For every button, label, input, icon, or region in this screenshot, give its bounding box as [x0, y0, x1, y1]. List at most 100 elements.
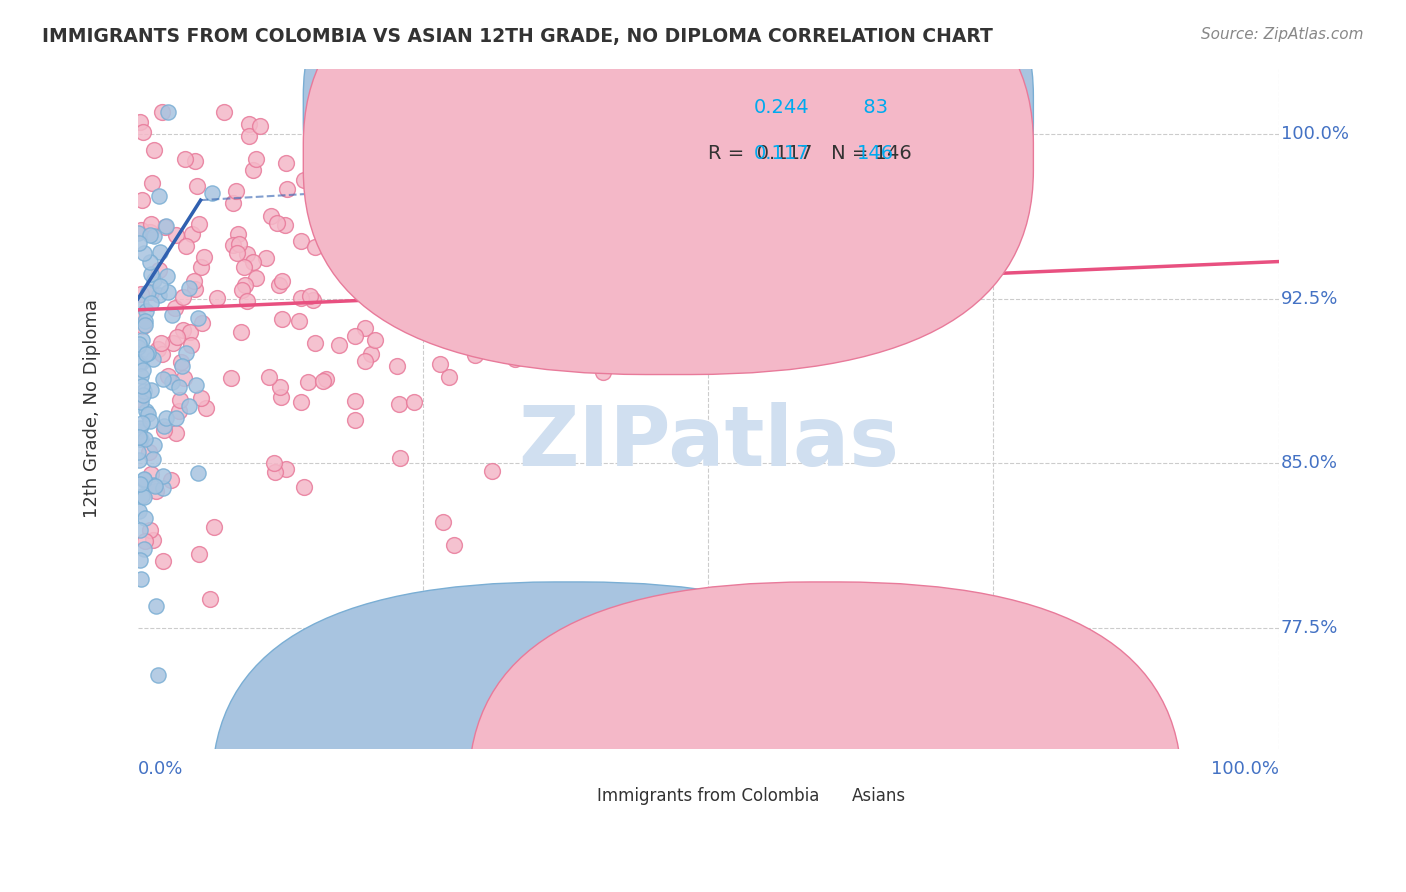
Point [172, 323, 194, 337]
Point [143, 144, 166, 158]
Point [132, 318, 155, 333]
Point [134, 432, 156, 446]
Point [195, 401, 218, 416]
Point [233, 278, 256, 293]
Point [186, 178, 208, 193]
Point [134, 318, 156, 332]
Point [592, 365, 614, 379]
Point [138, 445, 160, 459]
Text: ZIPatlas: ZIPatlas [517, 402, 898, 483]
Point [190, 391, 212, 405]
Point [226, 246, 249, 260]
Text: 100.0%: 100.0% [1281, 126, 1348, 144]
Point [297, 375, 319, 389]
Point [134, 314, 156, 328]
FancyBboxPatch shape [623, 86, 931, 191]
Point [129, 433, 152, 447]
FancyBboxPatch shape [212, 582, 925, 892]
Point [437, 370, 460, 384]
Point [389, 451, 412, 466]
Point [548, 223, 571, 237]
Point [155, 411, 177, 425]
Point [141, 467, 163, 481]
Point [169, 393, 191, 408]
FancyBboxPatch shape [468, 582, 1181, 892]
Point [153, 220, 176, 235]
Point [131, 394, 153, 409]
Point [481, 464, 503, 478]
Point [128, 235, 150, 250]
Point [128, 310, 150, 325]
Point [292, 480, 315, 494]
Point [425, 313, 447, 327]
Point [156, 368, 179, 383]
Point [127, 227, 149, 241]
Point [219, 371, 242, 385]
Text: Asians: Asians [852, 787, 907, 805]
Point [132, 384, 155, 399]
Point [201, 186, 224, 200]
Point [129, 476, 152, 491]
Point [257, 370, 280, 384]
Point [304, 240, 326, 254]
Point [231, 283, 253, 297]
Point [148, 188, 170, 202]
Point [136, 345, 159, 359]
Point [148, 288, 170, 302]
Point [145, 599, 167, 614]
Point [443, 538, 465, 552]
Point [225, 184, 247, 198]
Point [131, 489, 153, 503]
Point [142, 351, 165, 366]
Point [128, 453, 150, 467]
Point [150, 346, 173, 360]
Point [132, 246, 155, 260]
Point [129, 297, 152, 311]
Point [273, 218, 295, 232]
Point [290, 234, 312, 248]
Text: 77.5%: 77.5% [1281, 619, 1339, 637]
Text: R = 0.244   N =  83: R = 0.244 N = 83 [709, 98, 900, 118]
Point [131, 572, 153, 586]
Point [128, 421, 150, 435]
Point [290, 291, 312, 305]
Point [170, 355, 193, 369]
Point [222, 195, 245, 210]
Point [163, 301, 186, 316]
Point [298, 288, 321, 302]
Point [162, 375, 184, 389]
Point [270, 312, 292, 326]
Point [174, 239, 197, 253]
Point [413, 117, 436, 131]
Point [128, 392, 150, 407]
Point [135, 347, 157, 361]
Point [129, 553, 152, 567]
Point [142, 273, 165, 287]
Point [758, 291, 780, 305]
Point [269, 379, 291, 393]
Point [167, 404, 190, 418]
Point [146, 342, 169, 356]
Text: 92.5%: 92.5% [1281, 290, 1339, 308]
Point [581, 185, 603, 199]
Point [302, 293, 325, 307]
Point [153, 418, 176, 433]
Point [249, 119, 271, 133]
Point [134, 534, 156, 549]
Point [385, 359, 408, 373]
Point [292, 172, 315, 186]
Point [503, 351, 526, 366]
Point [128, 355, 150, 369]
FancyBboxPatch shape [304, 0, 1033, 375]
Point [129, 356, 152, 370]
Point [245, 153, 267, 167]
Point [274, 462, 297, 476]
Point [162, 336, 184, 351]
Point [238, 118, 260, 132]
Point [132, 541, 155, 556]
Point [152, 553, 174, 567]
Point [315, 372, 337, 386]
Point [360, 346, 382, 360]
Point [231, 325, 253, 339]
Point [621, 255, 644, 269]
